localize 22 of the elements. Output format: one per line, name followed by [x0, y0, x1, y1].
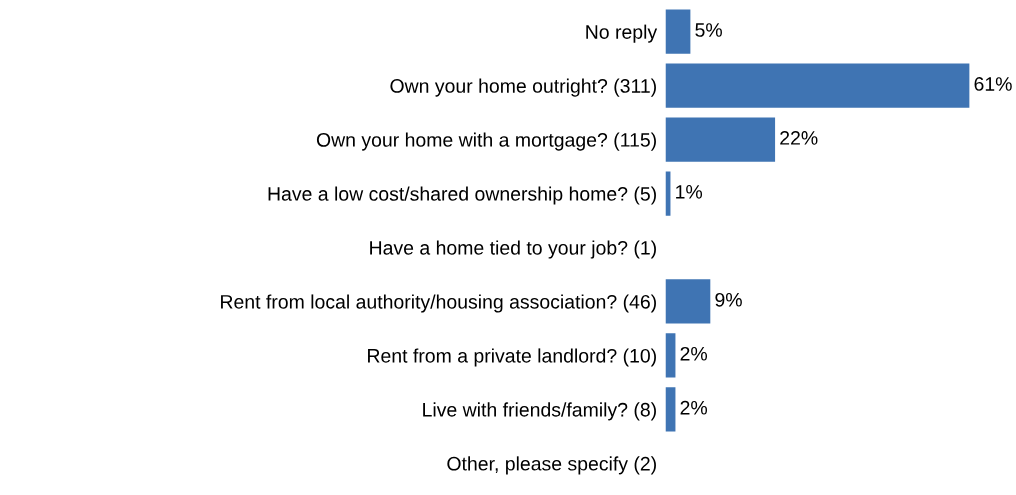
- data-label: 2%: [680, 346, 708, 361]
- data-label: 5%: [695, 23, 722, 37]
- bar: [665, 333, 676, 378]
- data-label: 9%: [715, 292, 742, 307]
- y-tick-label: Have a home tied to your job? (1): [370, 240, 656, 259]
- bar: [665, 9, 691, 54]
- bar: [665, 387, 676, 432]
- y-tick-label: Rent from a private landlord? (10): [368, 348, 656, 367]
- data-label: 61%: [974, 77, 1012, 91]
- data-label: 22%: [780, 131, 818, 145]
- data-label: 2%: [680, 400, 708, 415]
- y-tick-label: Rent from local authority/housing association? (46): [221, 294, 656, 313]
- y-tick-label: Other, please specify (2): [447, 456, 656, 475]
- bar: [665, 279, 711, 324]
- y-tick-label: Own your home with a mortgage? (115): [316, 132, 656, 151]
- y-tick-label: No reply: [586, 24, 658, 43]
- y-tick-label: Own your home outright? (311): [390, 78, 656, 97]
- bar: [665, 117, 776, 162]
- y-tick-label: Have a low cost/shared ownership home? (5): [268, 186, 656, 205]
- y-tick-label: Live with friends/family? (8): [423, 402, 656, 421]
- bar: [665, 63, 970, 108]
- data-label: 1%: [676, 185, 703, 199]
